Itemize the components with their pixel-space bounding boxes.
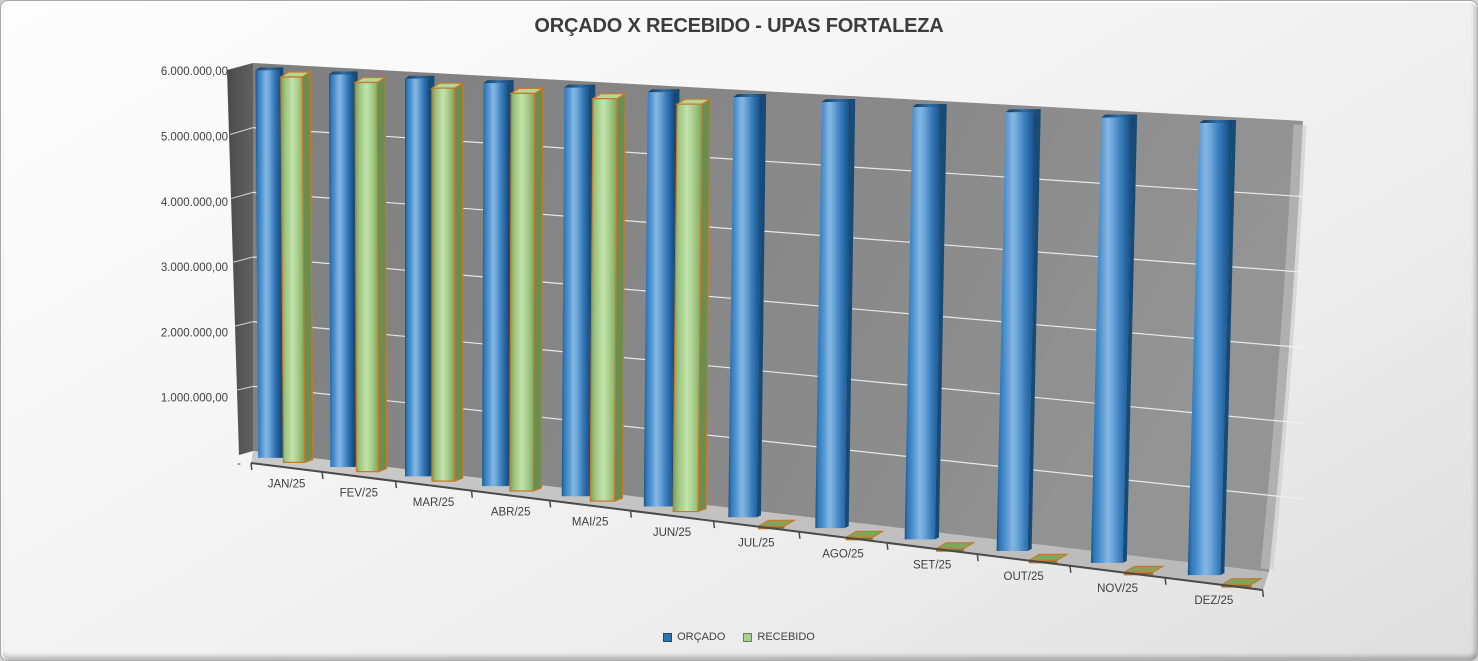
orcado-bar-top	[1101, 114, 1138, 118]
y-axis-label-6: 6.000.000,00	[161, 66, 228, 78]
bar-group-OUT/25[interactable]	[996, 109, 1070, 564]
recebido-bar	[509, 92, 536, 492]
orcado-bar-side	[1220, 119, 1237, 576]
side-wall	[227, 63, 253, 455]
axis-labels: JAN/25 FEV/25 MAR/25 ABR/25 MAI/25 JUN/25 JUL/…	[161, 66, 1234, 607]
orcado-bar	[1187, 122, 1233, 576]
month-label-3: ABR/25	[491, 507, 531, 519]
legend-label-orcado: ORÇADO	[677, 631, 726, 643]
recebido-zero-pad	[1219, 578, 1264, 586]
y-axis-label-3: 3.000.000,00	[161, 262, 228, 274]
orcado-bar	[561, 87, 592, 497]
month-label-10: NOV/25	[1097, 583, 1138, 595]
month-label-9: OUT/25	[1004, 571, 1044, 583]
recebido-zero-pad	[1122, 565, 1165, 573]
orcado-bar-side	[1122, 114, 1138, 563]
orcado-bar	[1090, 117, 1134, 563]
y-axis-label-0: -	[237, 458, 241, 470]
orcado-bar-side	[1027, 109, 1041, 552]
month-label-11: DEZ/25	[1194, 595, 1233, 607]
bar-group-NOV/25[interactable]	[1090, 114, 1165, 576]
recebido-zero-pad	[844, 530, 885, 538]
bar-group-SET/25[interactable]	[904, 103, 976, 552]
y-axis-label-5: 5.000.000,00	[161, 132, 228, 144]
legend-item-recebido[interactable]: RECEBIDO	[743, 631, 815, 643]
recebido-bar	[280, 76, 306, 464]
month-label-6: JUL/25	[738, 537, 774, 549]
orcado-bar-top	[912, 103, 947, 107]
orcado-bar	[815, 101, 852, 529]
y-axis-label-4: 4.000.000,00	[161, 197, 228, 209]
y-axis-label-1: 1.000.000,00	[161, 393, 228, 405]
month-label-5: JUN/25	[653, 527, 691, 539]
orcado-bar-top	[1005, 109, 1041, 113]
month-label-0: JAN/25	[268, 478, 306, 490]
month-label-8: SET/25	[913, 559, 951, 571]
wall-right-edge-highlight	[1260, 124, 1307, 570]
recebido-zero-pad	[934, 542, 976, 550]
orcado-bar-top	[405, 75, 435, 79]
recebido-zero-pad	[756, 519, 797, 527]
orcado-bar-top	[821, 98, 856, 102]
category-axis	[250, 462, 1265, 598]
bar-group-ABR/25[interactable]	[482, 80, 545, 492]
bar-group-MAR/25[interactable]	[405, 75, 465, 483]
bar-group-JUN/25[interactable]	[643, 89, 713, 513]
bar-group-MAI/25[interactable]	[561, 84, 628, 502]
orcado-swatch	[663, 632, 673, 642]
bar-group-AGO/25[interactable]	[815, 98, 885, 541]
recebido-bar	[672, 103, 703, 513]
orcado-bar-top	[483, 80, 514, 84]
legend: ORÇADO RECEBIDO	[1, 631, 1477, 643]
orcado-bar	[405, 78, 431, 477]
legend-label-recebido: RECEBIDO	[757, 631, 815, 643]
month-label-4: MAI/25	[572, 517, 608, 529]
bar-group-JAN/25[interactable]	[255, 67, 314, 464]
month-label-2: MAR/25	[413, 497, 455, 509]
recebido-bar	[431, 87, 456, 482]
orcado-bar-side	[934, 103, 947, 540]
orcado-bar-top	[647, 89, 680, 93]
chart-title: ORÇADO X RECEBIDO - UPAS FORTALEZA	[534, 15, 944, 37]
orcado-bar	[996, 112, 1037, 552]
orcado-bar	[904, 106, 943, 540]
recebido-bar	[589, 98, 618, 502]
axis-line	[250, 462, 1263, 591]
legend-item-orcado[interactable]: ORÇADO	[663, 631, 725, 643]
orcado-bar-top	[564, 84, 596, 88]
y-axis-label-2: 2.000.000,00	[161, 327, 228, 339]
orcado-bar-side	[844, 98, 856, 529]
month-label-7: AGO/25	[822, 548, 864, 560]
bar-group-DEZ/25[interactable]	[1187, 119, 1264, 588]
orcado-bar	[728, 97, 763, 518]
recebido-swatch	[743, 632, 753, 642]
bars[interactable]	[255, 67, 1264, 588]
orcado-bar	[643, 92, 676, 507]
recebido-zero-pad	[1026, 553, 1070, 562]
orcado-bar	[482, 83, 510, 487]
month-label-1: FEV/25	[340, 488, 378, 500]
recebido-bar-side	[454, 82, 464, 483]
orcado-bar-top	[329, 71, 358, 75]
orcado-bar-top	[1199, 119, 1237, 123]
orcado-bar	[329, 74, 355, 468]
recebido-bar	[354, 81, 380, 473]
orcado-bar	[255, 70, 282, 458]
bar-group-JUL/25[interactable]	[728, 94, 797, 530]
orcado-bar-top	[255, 67, 284, 71]
bar-group-FEV/25[interactable]	[329, 71, 388, 473]
orcado-bar-top	[733, 94, 767, 98]
orcado-bar-side	[756, 94, 767, 518]
